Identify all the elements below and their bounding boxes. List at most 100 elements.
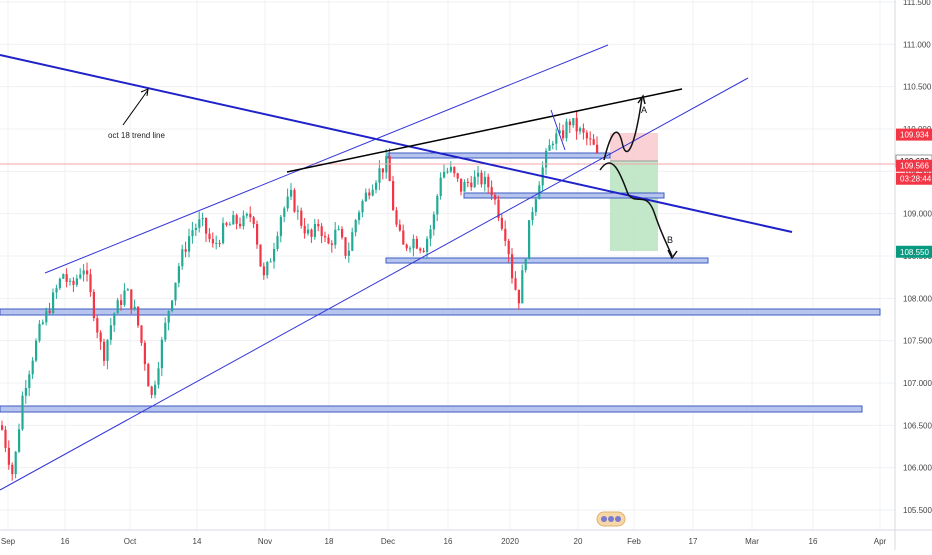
x-tick-label: Mar bbox=[745, 537, 759, 546]
projection-arrow-a bbox=[637, 94, 646, 105]
candle bbox=[528, 220, 531, 260]
candle bbox=[300, 207, 303, 229]
candle bbox=[14, 451, 17, 479]
candle bbox=[443, 164, 446, 179]
candle bbox=[266, 261, 269, 279]
candle bbox=[344, 236, 347, 259]
candle bbox=[381, 168, 384, 180]
candle bbox=[582, 123, 585, 140]
time-axis[interactable]: Sep 16 Oct 14 Nov 18 Dec 16 2020 20 Feb 17 Mar 16 Apr bbox=[1, 537, 887, 546]
y-tick-label: 111.000 bbox=[903, 40, 931, 49]
candle bbox=[109, 317, 112, 345]
candle bbox=[208, 228, 211, 243]
y-tick-label: 111.500 bbox=[903, 0, 931, 7]
candle bbox=[218, 239, 221, 248]
y-tick-label: 110.500 bbox=[903, 83, 932, 92]
candle bbox=[497, 195, 500, 222]
candle bbox=[555, 128, 558, 151]
candle bbox=[313, 218, 316, 240]
candle bbox=[466, 178, 469, 188]
candle bbox=[596, 136, 599, 154]
candle bbox=[55, 284, 58, 299]
x-tick-label: 2020 bbox=[501, 537, 519, 546]
candle bbox=[232, 210, 235, 225]
candlestick-series bbox=[1, 111, 599, 481]
candle bbox=[460, 178, 463, 196]
candle bbox=[99, 330, 102, 350]
candle bbox=[167, 310, 170, 331]
candle bbox=[11, 462, 14, 481]
candle bbox=[324, 231, 327, 242]
y-tick-label: 106.500 bbox=[903, 421, 932, 430]
candle bbox=[415, 235, 418, 250]
candle bbox=[504, 220, 507, 247]
projection-path-b bbox=[599, 162, 673, 257]
candle bbox=[511, 248, 514, 284]
x-tick-label: 18 bbox=[325, 537, 334, 546]
candle bbox=[341, 226, 344, 240]
candle bbox=[191, 221, 194, 244]
candle bbox=[487, 173, 490, 194]
candle bbox=[548, 139, 551, 151]
candle bbox=[290, 183, 293, 201]
candle bbox=[245, 212, 248, 219]
candle bbox=[351, 227, 354, 252]
economic-events-icon[interactable] bbox=[596, 511, 626, 527]
candle bbox=[551, 140, 554, 150]
candle bbox=[79, 268, 82, 280]
candle bbox=[534, 197, 537, 216]
candle bbox=[494, 192, 497, 205]
candle bbox=[92, 289, 95, 322]
candle bbox=[286, 188, 289, 212]
candle bbox=[429, 224, 432, 247]
candle bbox=[137, 306, 140, 328]
x-tick-label: Sep bbox=[1, 537, 16, 546]
candle bbox=[562, 124, 565, 141]
candle bbox=[347, 242, 350, 263]
svg-text:109.934: 109.934 bbox=[900, 131, 929, 140]
candle bbox=[225, 221, 228, 227]
candle bbox=[86, 262, 89, 282]
candle bbox=[38, 320, 41, 343]
candle bbox=[276, 231, 279, 252]
candle bbox=[480, 170, 483, 188]
candle bbox=[201, 212, 204, 227]
y-tick-label: 109.500 bbox=[903, 167, 932, 176]
candle bbox=[405, 243, 408, 252]
price-axis[interactable]: 111.500111.000110.500110.000109.500109.0… bbox=[903, 0, 932, 515]
candle bbox=[215, 235, 218, 250]
svg-text:109.566: 109.566 bbox=[900, 162, 929, 171]
candle bbox=[18, 423, 21, 454]
candle bbox=[378, 160, 381, 191]
x-tick-label: 17 bbox=[689, 537, 698, 546]
candle bbox=[249, 206, 252, 223]
candle bbox=[330, 240, 333, 253]
candle bbox=[69, 278, 72, 286]
candle bbox=[296, 205, 299, 220]
candle bbox=[164, 317, 167, 343]
candle bbox=[252, 215, 255, 229]
x-tick-label: Apr bbox=[874, 537, 887, 546]
candle bbox=[579, 126, 582, 135]
candle bbox=[235, 213, 238, 230]
candle bbox=[317, 219, 320, 232]
candle bbox=[188, 228, 191, 258]
candle bbox=[89, 268, 92, 297]
candle bbox=[436, 193, 439, 222]
candle bbox=[65, 268, 68, 288]
projection-label-a: A bbox=[641, 105, 647, 115]
y-tick-label: 107.500 bbox=[903, 337, 932, 346]
take-profit-zone bbox=[610, 161, 658, 251]
candle bbox=[395, 207, 398, 228]
candle bbox=[524, 257, 527, 273]
candle bbox=[303, 218, 306, 239]
vertical-grid bbox=[7, 0, 881, 530]
candle bbox=[222, 217, 225, 245]
candle bbox=[507, 238, 510, 263]
candle bbox=[256, 220, 259, 249]
candle bbox=[103, 338, 106, 366]
candle bbox=[177, 263, 180, 288]
candle bbox=[96, 314, 99, 339]
candle bbox=[412, 234, 415, 257]
candle bbox=[205, 217, 208, 242]
